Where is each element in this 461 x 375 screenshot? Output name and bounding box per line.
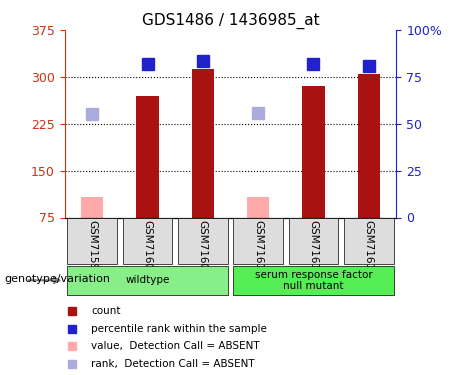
Bar (302, 86, 325, 218)
Bar (136, 96, 159, 218)
Text: rank,  Detection Call = ABSENT: rank, Detection Call = ABSENT (91, 359, 255, 369)
FancyBboxPatch shape (289, 217, 338, 264)
FancyBboxPatch shape (123, 217, 172, 264)
Text: GSM71610: GSM71610 (253, 220, 263, 276)
Text: GSM71612: GSM71612 (308, 220, 319, 277)
Text: GSM71592: GSM71592 (87, 220, 97, 277)
Text: GSM71613: GSM71613 (364, 220, 374, 277)
FancyBboxPatch shape (233, 266, 394, 295)
Text: GSM71608: GSM71608 (198, 220, 208, 276)
FancyBboxPatch shape (344, 217, 394, 264)
Bar (192, 69, 214, 218)
Text: genotype/variation: genotype/variation (5, 274, 111, 284)
Text: serum response factor
null mutant: serum response factor null mutant (254, 270, 372, 291)
Title: GDS1486 / 1436985_at: GDS1486 / 1436985_at (142, 12, 319, 28)
Bar (81, 197, 103, 217)
FancyBboxPatch shape (178, 217, 228, 264)
Text: value,  Detection Call = ABSENT: value, Detection Call = ABSENT (91, 341, 260, 351)
FancyBboxPatch shape (67, 217, 117, 264)
Text: wildtype: wildtype (125, 275, 170, 285)
FancyBboxPatch shape (233, 217, 283, 264)
Bar (358, 74, 380, 217)
Text: GSM71606: GSM71606 (142, 220, 153, 276)
FancyBboxPatch shape (67, 266, 228, 295)
Bar (247, 197, 269, 217)
Text: count: count (91, 306, 121, 316)
Text: percentile rank within the sample: percentile rank within the sample (91, 324, 267, 333)
